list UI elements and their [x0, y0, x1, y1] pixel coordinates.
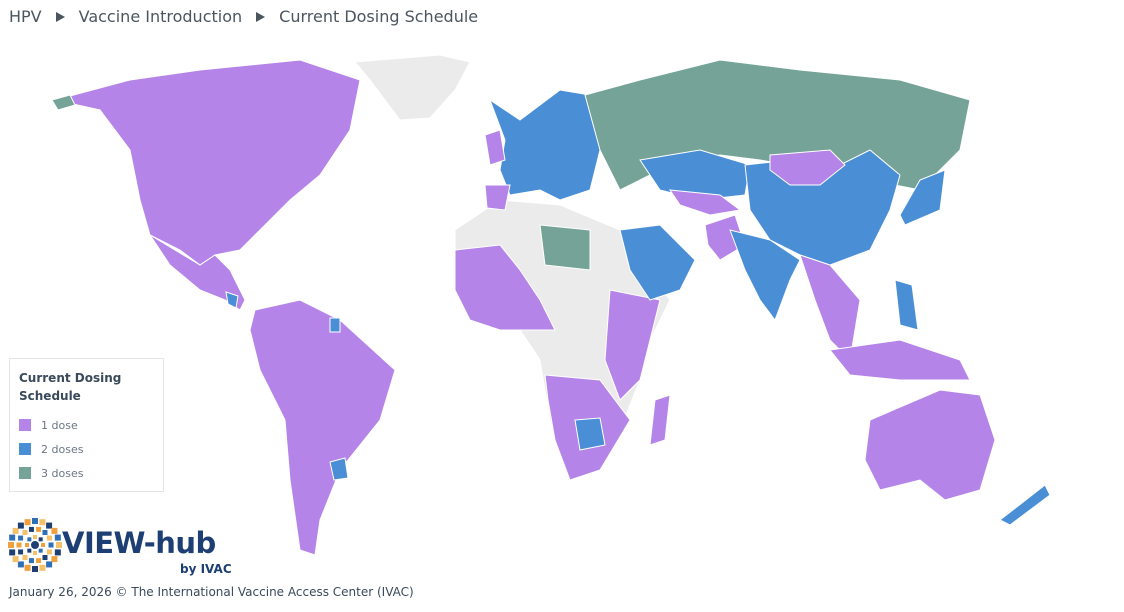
crumb-arrow [55, 11, 65, 22]
pakistan[interactable] [704, 214, 746, 261]
panama-region[interactable] [225, 291, 239, 309]
logo-tile [33, 535, 37, 539]
legend-items: 1 dose 2 doses 3 doses [19, 413, 154, 485]
logo-tile [46, 549, 52, 555]
logo-icon [8, 518, 62, 572]
logo-tile [9, 534, 16, 541]
logo-tile [18, 549, 24, 555]
arabia[interactable] [619, 224, 696, 301]
logo-center [31, 541, 39, 549]
indonesia[interactable] [829, 339, 971, 381]
legend-swatch [19, 419, 31, 431]
logo-tile [46, 535, 52, 541]
north-america[interactable] [54, 59, 361, 266]
breadcrumb: HPV Vaccine Introduction Current Dosing … [9, 7, 478, 26]
logo-tile [38, 537, 43, 542]
south-america[interactable] [249, 299, 396, 556]
logo-tile [12, 556, 19, 563]
legend-item[interactable]: 2 doses [19, 437, 154, 461]
libya[interactable] [539, 224, 591, 271]
logo-tile [28, 526, 34, 532]
logo-tile [54, 534, 61, 541]
logo-name: VIEW-hub [62, 526, 216, 560]
logo-tile [32, 518, 38, 524]
world-map [51, 54, 1051, 556]
logo-tile [39, 564, 46, 571]
legend-swatch [19, 467, 31, 479]
logo-tile [42, 555, 48, 561]
logo-tile [22, 529, 28, 535]
suriname[interactable] [329, 317, 341, 333]
japan[interactable] [899, 169, 946, 226]
legend-swatch [19, 443, 31, 455]
logo-tile [41, 543, 45, 547]
united-kingdom[interactable] [484, 129, 506, 166]
logo-tile [16, 542, 22, 548]
logo-tile [24, 519, 31, 526]
logo-tile [51, 527, 58, 534]
logo-tile [24, 564, 31, 571]
new-zealand[interactable] [999, 484, 1051, 526]
logo-tile [8, 542, 14, 548]
logo-tile [32, 566, 38, 572]
legend-label: 2 doses [41, 442, 84, 456]
legend: Current Dosing Schedule 1 dose 2 doses 3 d… [9, 358, 164, 492]
iberia[interactable] [484, 184, 511, 211]
logo-tile [38, 548, 43, 553]
logo-tile [17, 522, 24, 529]
logo-tile [46, 522, 53, 529]
greenland[interactable] [353, 54, 471, 121]
logo-tile [46, 561, 53, 568]
central-america[interactable] [149, 234, 246, 311]
logo-tile [48, 542, 54, 548]
legend-label: 3 doses [41, 466, 84, 480]
crumb-arrow [256, 11, 266, 22]
footer: January 26, 2026 © The International Vac… [9, 585, 414, 599]
legend-item[interactable]: 3 doses [19, 461, 154, 485]
logo-tile [9, 549, 16, 556]
crumb[interactable]: Vaccine Introduction [78, 7, 243, 26]
east-africa[interactable] [604, 289, 661, 401]
legend-label: 1 dose [41, 418, 78, 432]
logo-tile [12, 527, 19, 534]
india[interactable] [729, 229, 801, 322]
logo-tile [25, 543, 29, 547]
uruguay[interactable] [329, 457, 349, 481]
logo-byline: by IVAC [180, 562, 232, 576]
botswana[interactable] [574, 417, 606, 451]
west-africa[interactable] [454, 244, 556, 331]
legend-item[interactable]: 1 dose [19, 413, 154, 437]
legend-title: Current Dosing Schedule [19, 371, 122, 403]
logo-tile [54, 549, 61, 556]
logo-tile [27, 537, 32, 542]
logo-tile [22, 555, 28, 561]
logo-tile [56, 542, 62, 548]
logo-tile [17, 561, 24, 568]
aleutians[interactable] [51, 94, 76, 111]
logo-tile [42, 529, 48, 535]
europe[interactable] [488, 89, 601, 201]
central-asia[interactable] [639, 149, 751, 201]
logo-tile [27, 548, 32, 553]
logo-tile [36, 558, 42, 564]
logo-tile [28, 558, 34, 564]
logo-tile [33, 551, 37, 555]
australia[interactable] [864, 389, 996, 501]
madagascar[interactable] [649, 394, 671, 446]
logo-tile [18, 535, 24, 541]
mongolia[interactable] [769, 149, 846, 186]
west-asia[interactable] [668, 189, 742, 216]
crumb: Current Dosing Schedule [279, 7, 479, 26]
logo-tile [51, 556, 58, 563]
logo-tile [36, 526, 42, 532]
logo-tile [39, 519, 46, 526]
southeast-asia[interactable] [799, 254, 861, 362]
philippines[interactable] [894, 279, 919, 331]
crumb[interactable]: HPV [9, 7, 42, 26]
